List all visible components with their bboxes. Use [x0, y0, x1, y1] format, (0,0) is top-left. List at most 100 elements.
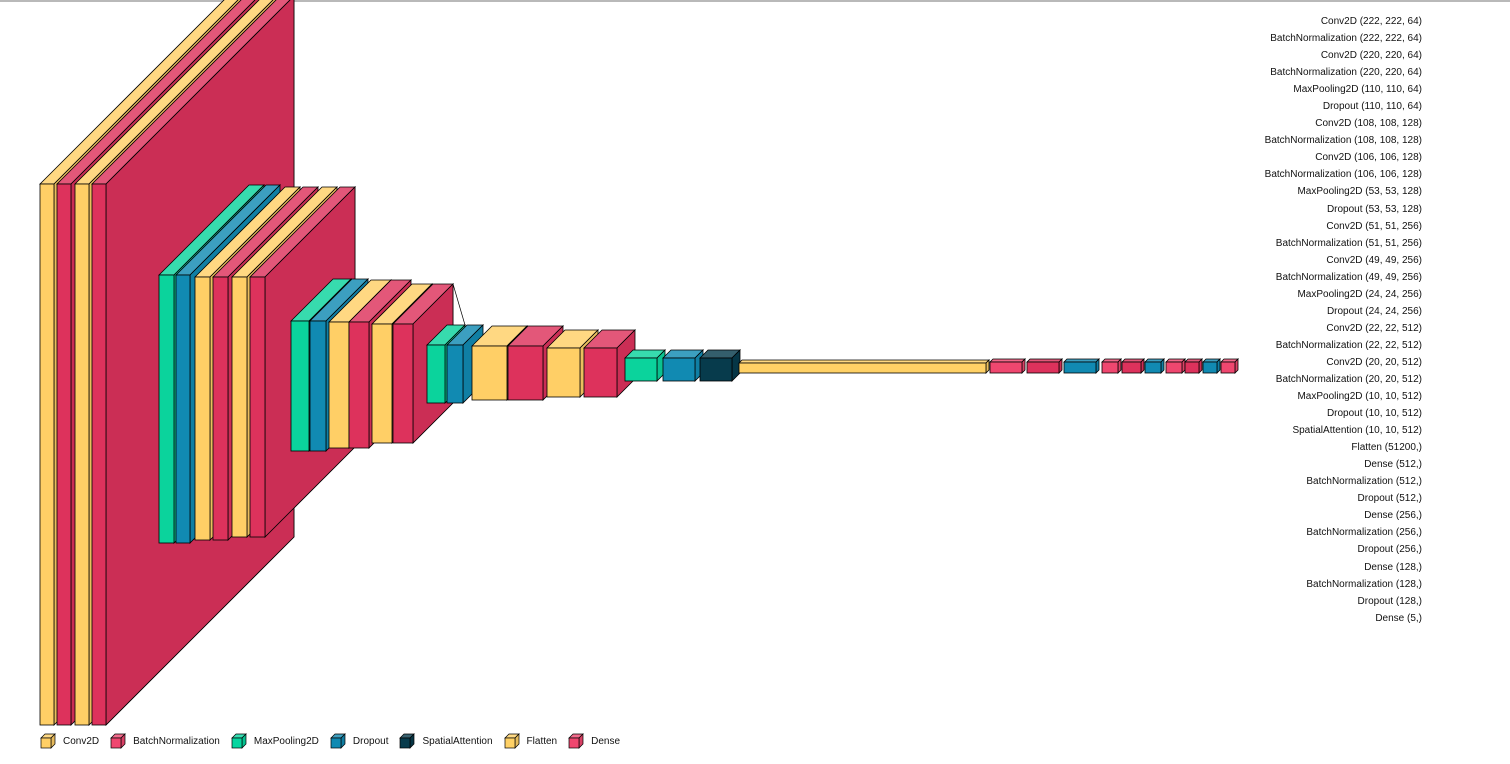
layer-output-shape: (24, 24, 256) [1362, 288, 1422, 300]
layer-type: Dropout [1326, 203, 1363, 215]
layer-output-shape: (128,) [1393, 578, 1422, 590]
layer-type: Conv2D [1315, 118, 1352, 130]
layer-shape-label: Dropout (512,) [1265, 490, 1422, 507]
layer-output-shape: (220, 220, 64) [1356, 50, 1422, 62]
layer-output-shape: (512,) [1393, 493, 1422, 505]
layer-type: SpatialAttention [1292, 425, 1363, 437]
layer-block-dense [1101, 358, 1122, 374]
legend-swatch-icon [40, 733, 56, 749]
layer-output-shape: (20, 20, 512) [1362, 356, 1422, 368]
layer-blocks [39, 0, 1239, 726]
layer-output-shape: (51, 51, 256) [1362, 237, 1422, 249]
layer-output-shape: (22, 22, 512) [1362, 339, 1422, 351]
layer-type: Conv2D [1326, 254, 1363, 266]
layer-output-shape: (53, 53, 128) [1362, 203, 1422, 215]
layer-shape-label: Conv2D (220, 220, 64) [1265, 47, 1422, 64]
legend-item-conv2-d: Conv2D [40, 733, 99, 749]
layer-output-shape: (53, 53, 128) [1362, 186, 1422, 198]
layer-type: Conv2D [1320, 16, 1357, 27]
layer-output-shape: (256,) [1393, 510, 1422, 522]
legend-item-max-pooling2-d: MaxPooling2D [231, 733, 319, 749]
legend-label: Dropout [352, 735, 389, 747]
layer-shape-label: BatchNormalization (106, 106, 128) [1265, 166, 1422, 183]
layer-shape-label: BatchNormalization (22, 22, 512) [1265, 337, 1422, 354]
layer-type: Dense [1364, 561, 1394, 573]
legend-swatch-icon [110, 733, 126, 749]
layer-output-shape: (24, 24, 256) [1362, 305, 1422, 317]
layer-type: BatchNormalization [1306, 527, 1394, 539]
layer-shape-label: Conv2D (49, 49, 256) [1265, 252, 1422, 269]
layer-type: BatchNormalization [1275, 339, 1363, 351]
legend-item-dropout: Dropout [330, 733, 389, 749]
layer-type: BatchNormalization [1270, 33, 1357, 45]
layer-shape-label: Dropout (53, 53, 128) [1265, 201, 1422, 218]
layer-output-shape: (10, 10, 512) [1362, 425, 1422, 437]
layer-type: BatchNormalization [1275, 237, 1363, 249]
legend: Conv2D BatchNormalization MaxPooling2D Drop… [40, 732, 631, 750]
layer-type: Flatten [1351, 442, 1382, 454]
legend-label: MaxPooling2D [253, 735, 319, 747]
layer-shape-label: Dropout (128,) [1265, 593, 1422, 610]
layer-output-shape: (51200,) [1381, 442, 1422, 454]
layer-type: Dropout [1357, 595, 1394, 607]
layer-block-batch-normalization [1121, 358, 1145, 374]
layer-type: Conv2D [1320, 50, 1357, 62]
layer-block-dense [1165, 358, 1186, 374]
layer-shape-label: Dense (128,) [1265, 559, 1422, 576]
layer-block-dense [1220, 358, 1239, 374]
legend-label: BatchNormalization [133, 735, 220, 747]
layer-shape-label: BatchNormalization (512,) [1265, 473, 1422, 490]
layer-type: MaxPooling2D [1297, 391, 1363, 403]
layer-type: BatchNormalization [1275, 271, 1363, 283]
layer-output-shape: (106, 106, 128) [1351, 169, 1422, 181]
layer-block-dropout [662, 349, 704, 382]
layer-shape-label: BatchNormalization (256,) [1265, 524, 1422, 541]
layer-block-dropout [1063, 358, 1100, 374]
layer-shape-label: BatchNormalization (128,) [1265, 576, 1422, 593]
layer-output-shape: (51, 51, 256) [1362, 220, 1422, 232]
layer-output-shape: (128,) [1393, 561, 1422, 573]
legend-item-flatten: Flatten [503, 733, 557, 749]
layer-shape-label: Conv2D (106, 106, 128) [1265, 149, 1422, 166]
layer-shape-label: BatchNormalization (51, 51, 256) [1265, 235, 1422, 252]
legend-swatch-icon [568, 733, 584, 749]
layer-output-shape: (22, 22, 512) [1362, 322, 1422, 334]
layer-shape-list: Conv2D (222, 222, 64) BatchNormalization … [1265, 13, 1422, 627]
layer-type: Conv2D [1315, 152, 1352, 164]
layer-output-shape: (49, 49, 256) [1362, 254, 1422, 266]
layer-type: BatchNormalization [1306, 578, 1394, 590]
layer-shape-label: Dropout (256,) [1265, 541, 1422, 558]
layer-output-shape: (10, 10, 512) [1362, 391, 1422, 403]
layer-type: Conv2D [1326, 220, 1363, 232]
layer-block-dense [989, 358, 1026, 374]
layer-shape-label: BatchNormalization (20, 20, 512) [1265, 371, 1422, 388]
layer-output-shape: (108, 108, 128) [1351, 118, 1422, 130]
layer-output-shape: (256,) [1393, 527, 1422, 539]
top-border [0, 0, 1510, 2]
layer-output-shape: (512,) [1393, 459, 1422, 471]
layer-type: BatchNormalization [1264, 135, 1352, 147]
layer-output-shape: (10, 10, 512) [1362, 408, 1422, 420]
legend-swatch-icon [503, 733, 520, 749]
layer-shape-label: MaxPooling2D (10, 10, 512) [1265, 388, 1422, 405]
layer-shape-label: Dropout (24, 24, 256) [1265, 303, 1422, 320]
layer-type: MaxPooling2D [1297, 186, 1363, 198]
layer-output-shape: (256,) [1393, 544, 1422, 556]
layer-type: Conv2D [1326, 356, 1363, 368]
layer-output-shape: (110, 110, 64) [1358, 84, 1422, 96]
layer-output-shape: (20, 20, 512) [1362, 373, 1422, 385]
layer-type: MaxPooling2D [1297, 288, 1363, 300]
layer-type: Dense [1364, 459, 1394, 471]
legend-label: Dense [591, 735, 621, 747]
layer-shape-label: Dense (5,) [1265, 610, 1422, 627]
legend-swatch-icon [399, 733, 416, 749]
layer-block-flatten [738, 359, 990, 374]
layer-shape-label: MaxPooling2D (24, 24, 256) [1265, 286, 1422, 303]
layer-output-shape: (110, 110, 64) [1358, 101, 1422, 113]
layer-output-shape: (128,) [1393, 595, 1422, 607]
layer-type: Dropout [1326, 408, 1363, 420]
legend-item-batch-normalization: BatchNormalization [110, 733, 220, 749]
layer-shape-label: Dropout (10, 10, 512) [1265, 405, 1422, 422]
layer-shape-label: Dense (256,) [1265, 507, 1422, 524]
